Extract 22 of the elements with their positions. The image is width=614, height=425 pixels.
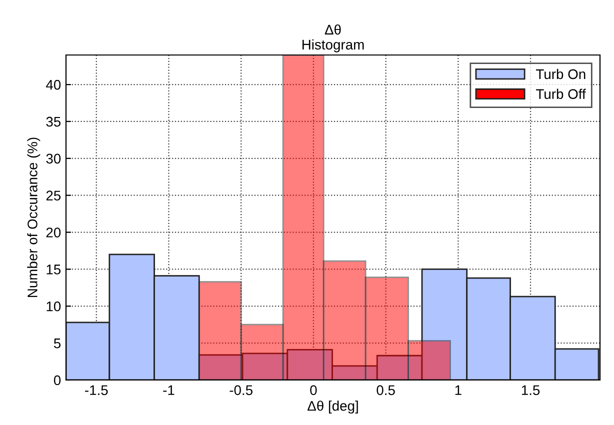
x-tick-label: -1 bbox=[163, 385, 174, 395]
chart-subtitle: Histogram bbox=[302, 39, 364, 52]
legend-label: Turb On bbox=[536, 68, 586, 80]
chart-title: Δθ bbox=[324, 24, 341, 35]
y-tick-label: 0 bbox=[54, 375, 61, 386]
x-tick-label: -1.5 bbox=[85, 385, 108, 396]
y-tick-label: 15 bbox=[46, 264, 61, 274]
x-tick-label: 0 bbox=[310, 385, 317, 396]
legend-label: Turb Off bbox=[536, 88, 586, 99]
y-tick-label: 40 bbox=[46, 80, 61, 90]
y-tick-label: 30 bbox=[46, 154, 61, 164]
x-axis-title: Δθ [deg] bbox=[308, 400, 358, 414]
x-tick-label: 1 bbox=[455, 385, 462, 395]
x-tick-label: 1.5 bbox=[522, 385, 540, 396]
y-tick-label: 5 bbox=[54, 338, 61, 348]
x-tick-label: -0.5 bbox=[230, 385, 252, 396]
y-tick-label: 20 bbox=[46, 228, 61, 238]
y-axis-title: Number of Occurance (%) bbox=[27, 138, 40, 298]
y-tick-label: 35 bbox=[46, 116, 61, 127]
y-tick-label: 25 bbox=[46, 190, 61, 201]
x-tick-label: 0.5 bbox=[376, 385, 395, 396]
y-tick-label: 10 bbox=[46, 301, 61, 312]
